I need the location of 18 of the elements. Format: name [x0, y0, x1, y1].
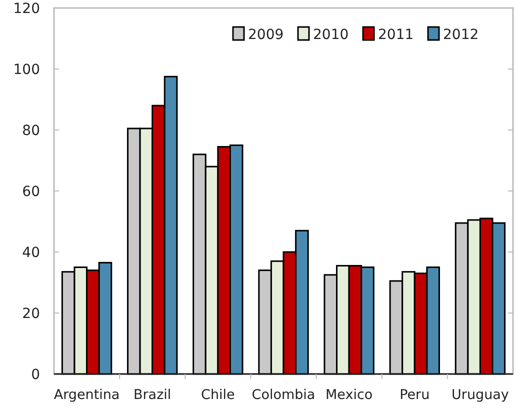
y-tick-label: 40	[22, 244, 40, 261]
x-tick-label: Peru	[400, 387, 430, 403]
legend-label: 2011	[378, 26, 414, 43]
y-tick-label: 0	[31, 366, 40, 383]
x-tick-label: Argentina	[54, 387, 120, 403]
x-tick-label: Brazil	[134, 387, 172, 403]
legend-label: 2009	[248, 26, 284, 43]
x-tick-label: Mexico	[326, 387, 373, 403]
x-tick-label: Uruguay	[452, 387, 509, 403]
y-tick-label: 80	[22, 122, 40, 139]
legend-label: 2010	[313, 26, 349, 43]
y-tick-label: 120	[13, 0, 40, 17]
x-tick-label: Chile	[201, 387, 235, 403]
y-tick-label: 60	[22, 184, 40, 200]
x-tick-label: Colombia	[252, 387, 316, 403]
y-tick-label: 20	[22, 306, 40, 322]
legend-label: 2012	[443, 26, 479, 43]
y-tick-label: 100	[13, 62, 40, 78]
